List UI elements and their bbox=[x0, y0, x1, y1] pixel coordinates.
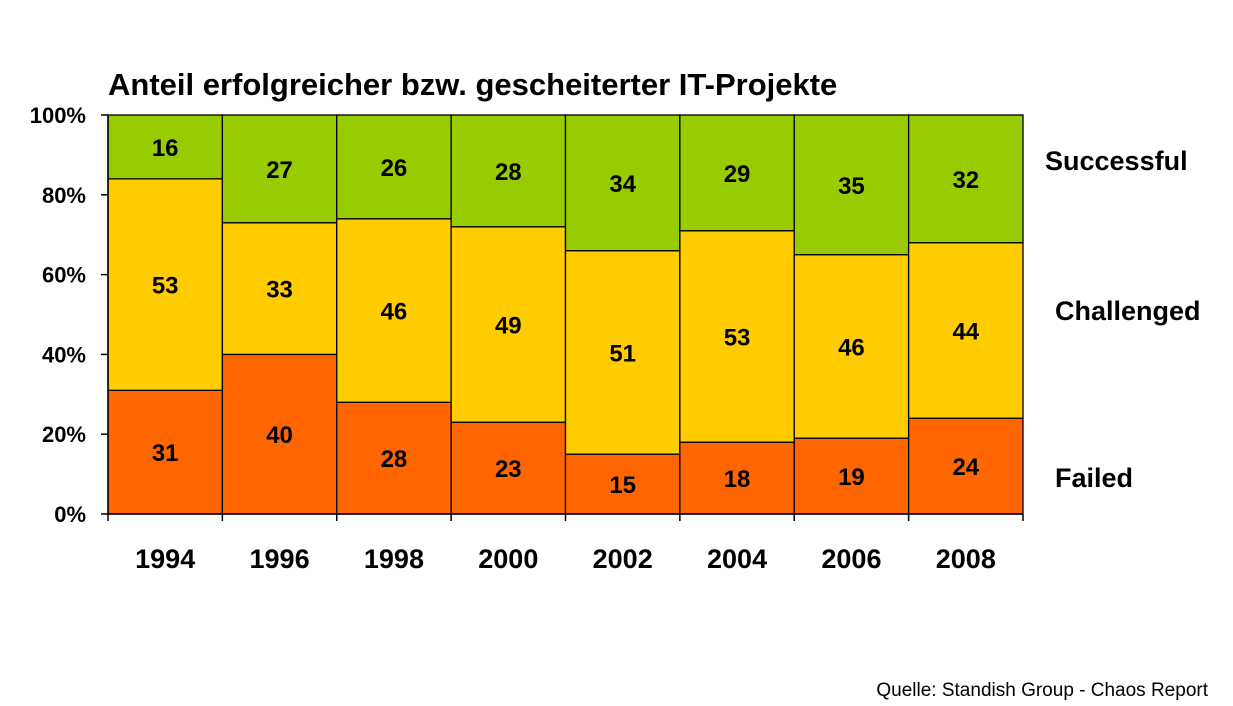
y-tick-label: 0% bbox=[54, 502, 86, 527]
series-labels: Failed Challenged Successful bbox=[1045, 146, 1201, 493]
value-label-challenged-1996: 33 bbox=[266, 277, 293, 304]
x-tick-label-1996: 1996 bbox=[250, 544, 310, 574]
value-label-successful-2004: 29 bbox=[724, 161, 751, 188]
value-label-successful-2000: 28 bbox=[495, 159, 522, 186]
bar-successful-2006 bbox=[793, 114, 910, 256]
series-label-successful: Successful bbox=[1045, 146, 1188, 176]
bar-successful-2008 bbox=[907, 114, 1024, 244]
value-label-failed-2002: 15 bbox=[609, 472, 636, 499]
value-label-failed-2004: 18 bbox=[724, 466, 751, 493]
bar-failed-2004 bbox=[679, 441, 795, 515]
bar-failed-2006 bbox=[793, 437, 910, 515]
x-tick-label-1998: 1998 bbox=[364, 544, 424, 574]
y-tick-label: 60% bbox=[42, 263, 86, 288]
value-label-challenged-2002: 51 bbox=[609, 340, 636, 367]
value-label-failed-2000: 23 bbox=[495, 456, 522, 483]
value-label-failed-1998: 28 bbox=[381, 446, 408, 473]
x-tick-label-2000: 2000 bbox=[478, 544, 538, 574]
x-tick-label-2008: 2008 bbox=[936, 544, 996, 574]
value-label-challenged-2004: 53 bbox=[724, 324, 751, 351]
value-label-successful-2002: 34 bbox=[609, 171, 636, 198]
bar-failed-1994 bbox=[107, 389, 224, 515]
value-labels-layer: 31 53 16 40 33 27 28 46 26 23 49 28 15 51 34 18 53 29 19 46… bbox=[152, 135, 980, 499]
value-label-challenged-1994: 53 bbox=[152, 273, 179, 300]
series-label-failed: Failed bbox=[1055, 463, 1133, 493]
bar-successful-1998 bbox=[336, 114, 452, 220]
x-tick-label-2004: 2004 bbox=[707, 544, 767, 574]
bar-successful-1994 bbox=[107, 114, 224, 180]
bars-layer bbox=[107, 114, 1024, 515]
value-label-challenged-2000: 49 bbox=[495, 312, 522, 339]
y-tick-label: 80% bbox=[42, 183, 86, 208]
bar-challenged-2004 bbox=[679, 230, 795, 443]
y-tick-label: 20% bbox=[42, 422, 86, 447]
bar-challenged-2008 bbox=[907, 242, 1024, 419]
bar-failed-2000 bbox=[450, 421, 567, 515]
value-label-successful-1994: 16 bbox=[152, 135, 179, 162]
bar-failed-1996 bbox=[221, 353, 338, 515]
x-tick-label-2002: 2002 bbox=[593, 544, 653, 574]
bar-challenged-1996 bbox=[221, 222, 338, 356]
x-axis: 1994 1996 1998 2000 2002 2004 2006 2008 bbox=[107, 513, 1024, 574]
value-label-challenged-1998: 46 bbox=[381, 299, 408, 326]
y-axis: 0% 20% 40% 60% 80% 100% bbox=[30, 103, 109, 527]
bar-successful-2002 bbox=[564, 114, 681, 252]
x-tick-label-1994: 1994 bbox=[135, 544, 195, 574]
bar-successful-2000 bbox=[450, 114, 567, 228]
value-label-failed-1996: 40 bbox=[266, 422, 293, 449]
value-label-challenged-2008: 44 bbox=[952, 318, 979, 345]
value-label-successful-1996: 27 bbox=[266, 157, 293, 184]
bar-challenged-2006 bbox=[793, 253, 910, 439]
y-tick-label: 40% bbox=[42, 342, 86, 367]
value-label-successful-2006: 35 bbox=[838, 173, 865, 200]
series-label-challenged: Challenged bbox=[1055, 296, 1201, 326]
value-label-successful-2008: 32 bbox=[952, 167, 979, 194]
bar-successful-2004 bbox=[679, 114, 795, 232]
value-label-failed-1994: 31 bbox=[152, 440, 179, 467]
source-note: Quelle: Standish Group - Chaos Report bbox=[876, 680, 1208, 701]
value-label-failed-2008: 24 bbox=[952, 454, 979, 481]
bar-challenged-1994 bbox=[107, 178, 224, 391]
value-label-challenged-2006: 46 bbox=[838, 334, 865, 361]
y-tick-label: 100% bbox=[30, 103, 86, 128]
value-label-successful-1998: 26 bbox=[381, 155, 408, 182]
chart-title: Anteil erfolgreicher bzw. gescheiterter … bbox=[108, 67, 837, 102]
value-label-failed-2006: 19 bbox=[838, 464, 865, 491]
bar-challenged-1998 bbox=[336, 218, 452, 403]
x-tick-label-2006: 2006 bbox=[821, 544, 881, 574]
bar-successful-1996 bbox=[221, 114, 338, 224]
